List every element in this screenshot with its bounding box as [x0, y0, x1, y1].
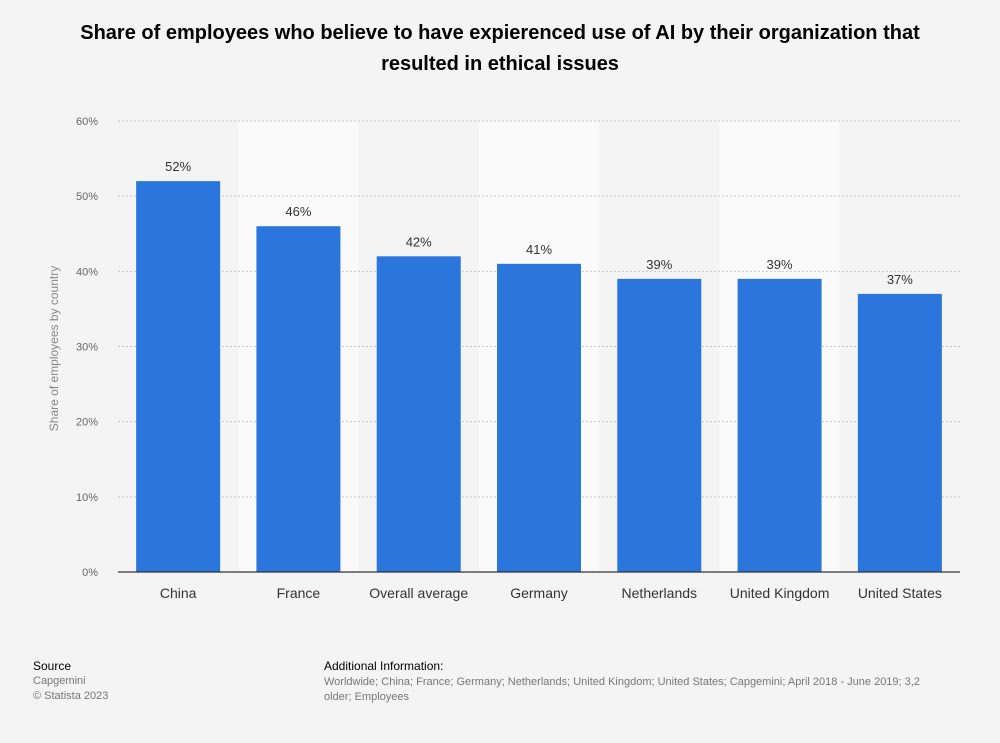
x-tick-label: Germany — [510, 585, 568, 601]
y-tick-label: 30% — [76, 342, 98, 354]
data-label: 46% — [285, 204, 311, 219]
bar — [737, 278, 822, 572]
y-tick-label: 60% — [76, 116, 98, 128]
copyright-text: © Statista 2023 — [33, 690, 109, 702]
additional-info-line: Worldwide; China; France; Germany; Nethe… — [324, 676, 920, 688]
x-tick-label: United Kingdom — [730, 585, 830, 601]
y-tick-label: 40% — [76, 266, 98, 278]
x-tick-label: Overall average — [369, 585, 468, 601]
y-tick-label: 50% — [76, 191, 98, 203]
y-tick-label: 10% — [76, 492, 98, 504]
bar — [617, 278, 702, 572]
additional-info-line: older; Employees — [324, 691, 409, 703]
source-name: Capgemini — [33, 675, 86, 687]
data-label: 52% — [165, 159, 191, 174]
bar-chart: 0% 10% 20% 30% 40% 50% 60% 52% China 46% France 42%… — [47, 116, 960, 601]
additional-info-text: Worldwide; China; France; Germany; Nethe… — [324, 675, 1000, 705]
bar — [256, 226, 341, 572]
data-label: 39% — [646, 257, 672, 272]
x-tick-label: Netherlands — [622, 585, 698, 601]
additional-info-heading: Additional Information: — [324, 659, 444, 673]
bar — [376, 256, 461, 572]
data-label: 41% — [526, 242, 552, 257]
chart-title: Share of employees who believe to have e… — [80, 22, 920, 75]
source-heading: Source — [33, 659, 72, 673]
x-tick-label: United States — [858, 585, 942, 601]
data-label: 39% — [767, 257, 793, 272]
bar — [497, 263, 581, 572]
data-label: 42% — [406, 234, 432, 249]
x-tick-label: China — [160, 585, 197, 601]
y-axis-title: Share of employees by country — [47, 266, 61, 431]
bar — [136, 181, 221, 572]
x-tick-label: France — [277, 585, 321, 601]
y-tick-label: 20% — [76, 417, 98, 429]
data-label: 37% — [887, 272, 913, 287]
bar — [857, 293, 942, 572]
y-tick-label: 0% — [82, 567, 98, 579]
